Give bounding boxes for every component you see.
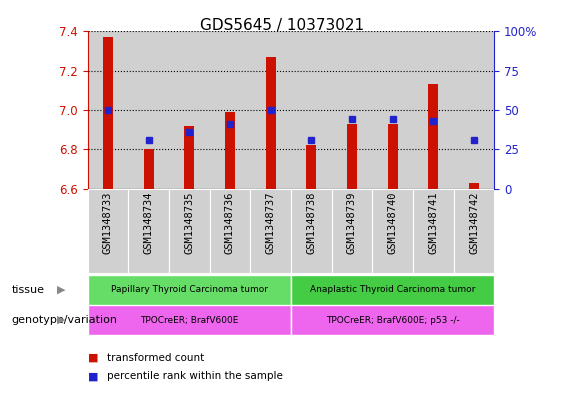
Bar (332, 189, 372, 273)
Bar (169, 189, 210, 273)
Text: tissue: tissue (11, 285, 44, 295)
Bar (250, 189, 291, 273)
Bar (128, 31, 169, 189)
Text: GSM1348742: GSM1348742 (469, 191, 479, 253)
Bar (169, 31, 210, 189)
Bar (454, 31, 494, 189)
Bar (266, 57, 276, 189)
Bar (144, 149, 154, 189)
Text: GDS5645 / 10373021: GDS5645 / 10373021 (201, 18, 364, 33)
Text: GSM1348739: GSM1348739 (347, 191, 357, 253)
Text: GSM1348741: GSM1348741 (428, 191, 438, 253)
Bar (332, 31, 372, 189)
Bar (291, 275, 494, 305)
Bar (128, 189, 169, 273)
Bar (103, 37, 113, 189)
Text: ■: ■ (88, 371, 98, 382)
Text: transformed count: transformed count (107, 353, 205, 363)
Text: GSM1348734: GSM1348734 (144, 191, 154, 253)
Bar (413, 189, 454, 273)
Text: Anaplastic Thyroid Carcinoma tumor: Anaplastic Thyroid Carcinoma tumor (310, 285, 475, 294)
Bar (250, 31, 291, 189)
Bar (428, 84, 438, 189)
Bar (388, 124, 398, 189)
Bar (88, 305, 291, 335)
Text: GSM1348733: GSM1348733 (103, 191, 113, 253)
Bar (225, 112, 235, 189)
Text: TPOCreER; BrafV600E; p53 -/-: TPOCreER; BrafV600E; p53 -/- (326, 316, 459, 325)
Text: GSM1348735: GSM1348735 (184, 191, 194, 253)
Text: percentile rank within the sample: percentile rank within the sample (107, 371, 283, 382)
Text: GSM1348740: GSM1348740 (388, 191, 398, 253)
Bar (454, 189, 494, 273)
Bar (210, 189, 250, 273)
Text: ▶: ▶ (56, 285, 65, 295)
Text: ▶: ▶ (56, 315, 65, 325)
Text: genotype/variation: genotype/variation (11, 315, 118, 325)
Bar (184, 126, 194, 189)
Text: TPOCreER; BrafV600E: TPOCreER; BrafV600E (140, 316, 238, 325)
Text: ■: ■ (88, 353, 98, 363)
Bar (291, 305, 494, 335)
Text: GSM1348738: GSM1348738 (306, 191, 316, 253)
Bar (306, 145, 316, 189)
Bar (347, 124, 357, 189)
Bar (88, 31, 128, 189)
Bar (291, 31, 332, 189)
Bar (372, 31, 413, 189)
Bar (372, 189, 413, 273)
Text: GSM1348737: GSM1348737 (266, 191, 276, 253)
Text: Papillary Thyroid Carcinoma tumor: Papillary Thyroid Carcinoma tumor (111, 285, 268, 294)
Text: GSM1348736: GSM1348736 (225, 191, 235, 253)
Bar (469, 183, 479, 189)
Bar (88, 275, 291, 305)
Bar (210, 31, 250, 189)
Bar (291, 189, 332, 273)
Bar (413, 31, 454, 189)
Bar (88, 189, 128, 273)
